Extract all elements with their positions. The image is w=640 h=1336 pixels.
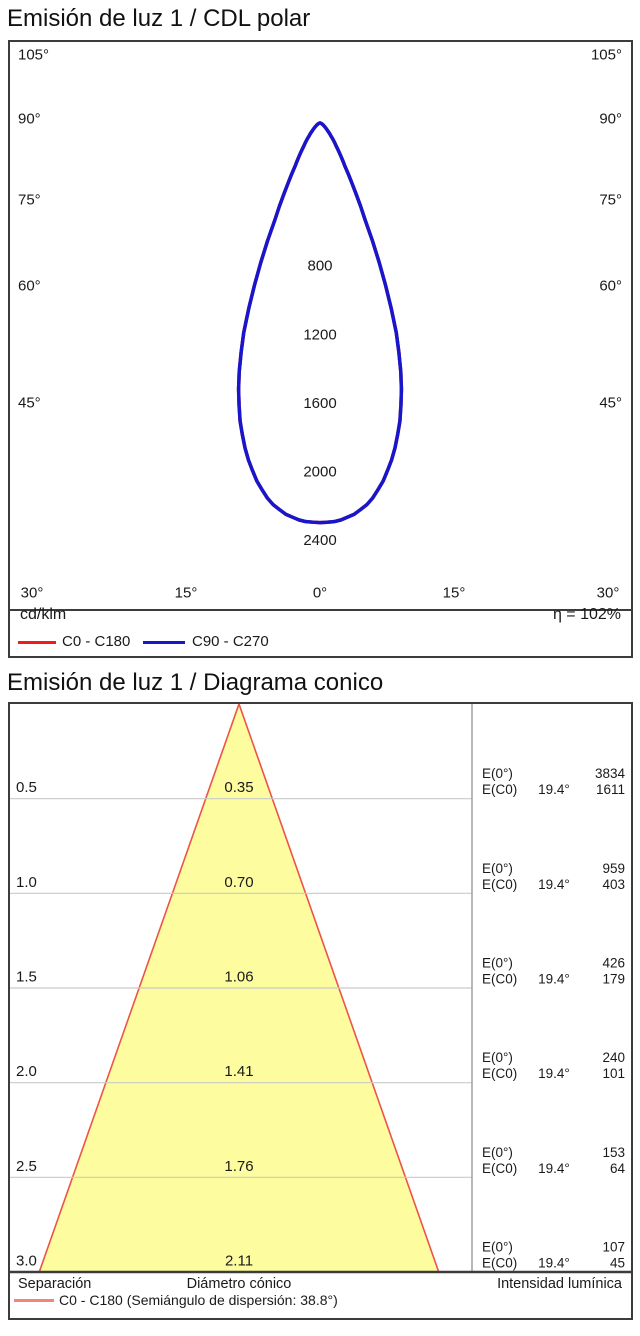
cone-footer-separation-label: Separación [18,1276,92,1292]
cone-ec0-label: E(C0) [482,972,517,987]
polar-curve-c90-c270 [236,121,404,525]
cone-ec0-label: E(C0) [482,877,517,892]
cone-ec0-value: 64 [610,1161,626,1176]
polar-legend-c90-swatch [143,641,185,644]
polar-angle-label-bottom: 0° [313,585,327,602]
polar-angle-label-left: 75° [18,192,41,209]
cone-e0-value: 426 [602,956,625,971]
polar-efficiency-label: η = 102% [552,606,621,623]
cone-e0-label: E(0°) [482,1145,513,1160]
polar-legend-c0-label: C0 - C180 [62,633,131,650]
cone-chart-title: Emisión de luz 1 / Diagrama conico [7,669,384,696]
cone-separation-value: 2.5 [16,1158,37,1175]
polar-angle-label-right: 45° [599,395,622,412]
polar-chart-frame: 800 1200 1600 2000 2400 105° 105° 90° 90° 75° 75° 6… [8,40,633,658]
cone-diameter-value: 2.11 [225,1253,253,1270]
cone-ec0-label: E(C0) [482,782,517,797]
polar-angle-label-left: 45° [18,395,41,412]
cone-e0-label: E(0°) [482,1050,513,1065]
polar-ring-label: 1200 [303,326,336,343]
cone-ec0-angle: 19.4° [538,782,570,797]
polar-unit-label: cd/klm [20,606,67,623]
cone-diameter-value: 1.41 [224,1063,253,1080]
cone-ec0-value: 45 [610,1256,625,1271]
polar-angle-label-bottom: 15° [175,585,198,602]
cone-chart-frame: 0.5 0.35 E(0°) 3834 E(C0) 19.4° 1611 1.0 0.70 E(0… [8,702,633,1320]
cone-ec0-angle: 19.4° [538,972,570,987]
cone-ec0-value: 179 [602,972,625,987]
cone-e0-value: 240 [602,1050,625,1065]
cone-e0-label: E(0°) [482,861,513,876]
polar-angle-label-right: 90° [599,111,622,128]
polar-angle-label-bottom: 30° [597,585,620,602]
cone-footer-intensity-label: Intensidad lumínica [497,1276,622,1292]
cone-e0-label: E(0°) [482,766,513,781]
cone-ec0-angle: 19.4° [538,877,570,892]
cone-e0-label: E(0°) [482,956,513,971]
polar-angle-label-right: 60° [599,278,622,295]
polar-ring-label: 2400 [303,532,336,549]
polar-angle-label-bottom: 30° [21,585,44,602]
cone-footer-diameter-label: Diámetro cónico [186,1276,292,1292]
cone-separation-value: 3.0 [16,1253,37,1270]
cone-e0-value: 3834 [595,766,626,781]
polar-angle-label-right: 75° [599,192,622,209]
cone-separation-value: 1.5 [16,969,37,986]
cone-ec0-label: E(C0) [482,1066,517,1081]
polar-grid [10,42,631,656]
cone-ec0-value: 1611 [596,782,625,797]
cone-diameter-value: 0.35 [224,779,253,796]
cone-e0-value: 959 [602,861,625,876]
cone-separation-value: 2.0 [16,1063,37,1080]
cone-diagram: 0.5 0.35 E(0°) 3834 E(C0) 19.4° 1611 1.0 0.70 E(0… [10,704,631,1274]
cone-diameter-value: 1.06 [224,969,253,986]
cone-legend-c0-swatch [14,1299,54,1302]
polar-diagram: 800 1200 1600 2000 2400 105° 105° 90° 90° 75° 75° 6… [10,42,631,656]
polar-angle-label-left: 90° [18,111,41,128]
cone-legend-c0-label: C0 - C180 (Semiángulo de dispersión: 38.… [59,1292,338,1308]
cone-ec0-value: 101 [602,1066,625,1081]
cone-separation-value: 1.0 [16,874,37,891]
polar-ring-label: 2000 [303,464,336,481]
polar-ring-label: 800 [307,258,332,275]
polar-legend-c0-swatch [18,641,56,644]
cone-ec0-angle: 19.4° [538,1161,570,1176]
cone-diameter-value: 0.70 [224,874,253,891]
polar-angle-label-bottom: 15° [443,585,466,602]
polar-angle-label-right: 105° [591,47,622,64]
polar-ring-label: 1600 [303,395,336,412]
polar-angle-label-left: 105° [18,47,49,64]
polar-angle-label-left: 60° [18,278,41,295]
cone-e0-value: 107 [602,1240,625,1255]
cone-ec0-angle: 19.4° [538,1256,570,1271]
cone-ec0-value: 403 [602,877,625,892]
cone-e0-label: E(0°) [482,1240,513,1255]
polar-chart-title: Emisión de luz 1 / CDL polar [7,5,311,32]
cone-diameter-value: 1.76 [224,1158,253,1175]
polar-legend-c90-label: C90 - C270 [192,633,269,650]
cone-ec0-label: E(C0) [482,1256,517,1271]
cone-ec0-label: E(C0) [482,1161,517,1176]
cone-separation-value: 0.5 [16,779,37,796]
cone-e0-value: 153 [602,1145,625,1160]
cone-ec0-angle: 19.4° [538,1066,570,1081]
